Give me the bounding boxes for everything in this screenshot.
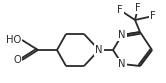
Text: F: F: [135, 3, 141, 13]
Text: F: F: [117, 5, 123, 15]
Text: N: N: [95, 45, 103, 55]
Text: HO: HO: [6, 35, 21, 45]
Text: N: N: [118, 59, 126, 69]
Text: F: F: [150, 11, 156, 21]
Text: N: N: [118, 30, 126, 40]
Text: O: O: [13, 55, 21, 65]
